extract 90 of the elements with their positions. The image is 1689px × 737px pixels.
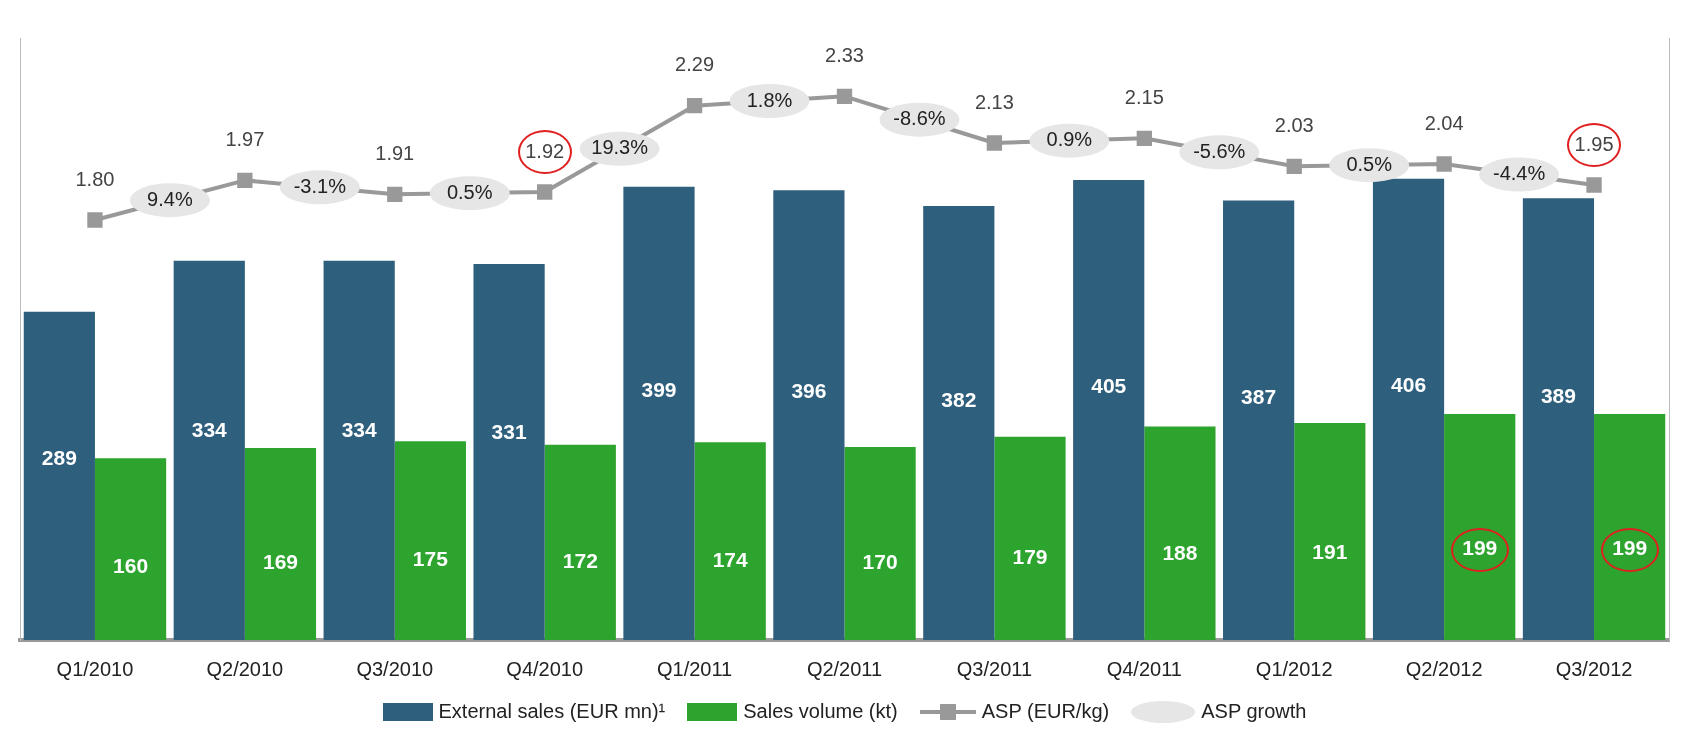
point bbox=[537, 184, 553, 200]
bar bbox=[1522, 198, 1595, 640]
x-tick-label: Q4/2010 bbox=[506, 657, 584, 680]
data-label: 334 bbox=[341, 418, 377, 442]
bar bbox=[544, 444, 616, 640]
text: 9.4% bbox=[147, 187, 193, 210]
data-label: 2.29 bbox=[675, 53, 715, 76]
bar bbox=[1294, 423, 1366, 640]
point bbox=[836, 88, 853, 104]
bar bbox=[1223, 200, 1295, 640]
bar bbox=[923, 206, 995, 640]
text: 19.3% bbox=[591, 136, 648, 159]
data-label: 2.15 bbox=[1124, 85, 1164, 108]
bar bbox=[1144, 426, 1216, 640]
data-label: 399 bbox=[641, 377, 677, 401]
data-label: 1.91 bbox=[375, 141, 415, 164]
data-label: 2.33 bbox=[825, 43, 864, 66]
x-tick-label: Q2/2012 bbox=[1405, 657, 1483, 680]
data-label: 389 bbox=[1540, 383, 1576, 407]
bar bbox=[94, 458, 167, 640]
bar bbox=[1594, 413, 1666, 640]
bar bbox=[994, 436, 1066, 640]
data-label: 387 bbox=[1241, 385, 1277, 409]
bar bbox=[23, 311, 95, 640]
point bbox=[1136, 130, 1152, 146]
point bbox=[237, 172, 253, 188]
data-label: 382 bbox=[941, 388, 977, 412]
x-tick-label: Q4/2011 bbox=[1106, 657, 1182, 680]
data-label: 1.95 bbox=[1574, 132, 1614, 155]
bar bbox=[1444, 413, 1516, 640]
point bbox=[87, 212, 103, 228]
x-tick-label: Q3/2012 bbox=[1555, 657, 1633, 680]
text: -5.6% bbox=[1193, 139, 1246, 162]
data-label: 334 bbox=[191, 418, 228, 442]
data-label: 1.92 bbox=[525, 139, 565, 162]
x-tick-label: Q3/2010 bbox=[356, 657, 434, 680]
data-label: 172 bbox=[562, 548, 598, 572]
point bbox=[986, 135, 1003, 151]
legend-label: Sales volume (kt) bbox=[743, 700, 898, 723]
data-label: 2.13 bbox=[974, 90, 1014, 113]
bar bbox=[694, 442, 766, 640]
data-label: 160 bbox=[113, 554, 149, 578]
bar bbox=[173, 260, 245, 640]
data-label: 1.80 bbox=[75, 167, 115, 190]
point bbox=[1586, 177, 1602, 193]
bar bbox=[773, 190, 845, 640]
legend-label: ASP (EUR/kg) bbox=[981, 700, 1110, 723]
data-label: 406 bbox=[1391, 373, 1427, 397]
text: 0.5% bbox=[446, 180, 493, 203]
legend-label: External sales (EUR mn)¹ bbox=[438, 700, 666, 723]
point bbox=[387, 186, 403, 202]
data-label: 191 bbox=[1312, 540, 1348, 564]
x-tick-label: Q1/2010 bbox=[56, 657, 134, 680]
data-label: 188 bbox=[1162, 541, 1198, 565]
bar bbox=[623, 186, 695, 640]
data-label: 289 bbox=[41, 446, 77, 470]
text: 0.5% bbox=[1346, 152, 1392, 175]
data-label: 1.97 bbox=[225, 127, 265, 150]
data-label: 179 bbox=[1012, 545, 1048, 569]
data-label: 169 bbox=[262, 550, 298, 574]
point bbox=[1436, 156, 1452, 172]
bar bbox=[844, 446, 916, 640]
text: -4.4% bbox=[1492, 162, 1546, 185]
bar bbox=[473, 264, 545, 640]
text: -8.6% bbox=[893, 107, 946, 130]
bar bbox=[323, 260, 395, 640]
data-label: 174 bbox=[712, 547, 749, 571]
data-label: 405 bbox=[1091, 373, 1127, 397]
data-label: 2.04 bbox=[1424, 111, 1464, 134]
bar bbox=[244, 448, 317, 640]
x-tick-label: Q3/2011 bbox=[956, 657, 1033, 680]
bar bbox=[1073, 179, 1145, 640]
data-label: 170 bbox=[862, 549, 898, 573]
text: 1.8% bbox=[746, 88, 793, 111]
x-tick-label: Q2/2011 bbox=[806, 657, 883, 680]
legend-label: ASP growth bbox=[1201, 700, 1307, 723]
data-label: 175 bbox=[412, 547, 449, 571]
point bbox=[1286, 158, 1302, 174]
data-label: 396 bbox=[791, 379, 827, 403]
text: 0.9% bbox=[1046, 128, 1093, 151]
data-label: 199 bbox=[1612, 536, 1648, 560]
x-tick-label: Q2/2010 bbox=[206, 657, 284, 680]
data-label: 199 bbox=[1462, 536, 1498, 560]
x-tick-label: Q1/2011 bbox=[656, 657, 733, 680]
bar bbox=[394, 441, 466, 640]
data-label: 331 bbox=[491, 420, 527, 444]
x-tick-label: Q1/2012 bbox=[1255, 657, 1333, 680]
text: -3.1% bbox=[293, 174, 346, 197]
data-label: 2.03 bbox=[1274, 113, 1314, 136]
point bbox=[686, 98, 703, 114]
